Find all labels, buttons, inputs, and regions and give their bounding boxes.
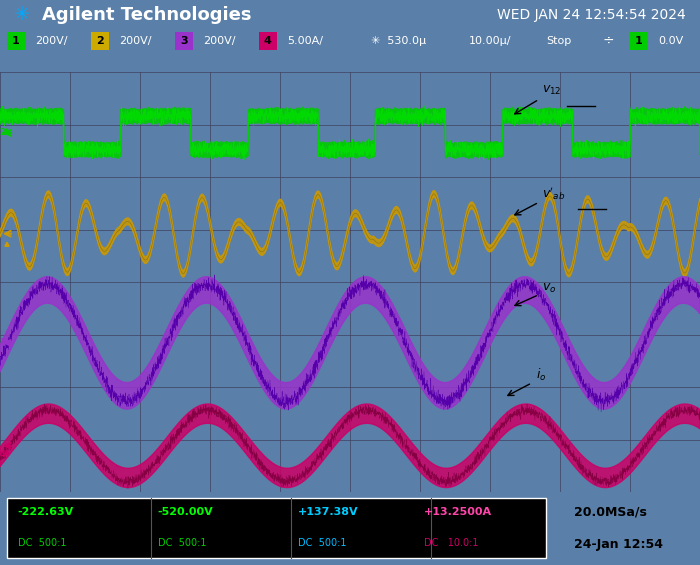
FancyBboxPatch shape [91,32,108,50]
FancyArrow shape [5,242,9,246]
Text: ✳  530.0µ: ✳ 530.0µ [371,36,426,46]
Text: Agilent Technologies: Agilent Technologies [42,6,251,24]
FancyBboxPatch shape [630,32,648,50]
Text: ✳: ✳ [14,6,30,24]
Text: 20.0MSa/s: 20.0MSa/s [574,506,647,519]
Text: Stop: Stop [546,36,571,46]
Text: 24-Jan 12:54: 24-Jan 12:54 [574,538,663,551]
Text: 200V/: 200V/ [35,36,67,46]
FancyBboxPatch shape [259,32,276,50]
FancyBboxPatch shape [7,32,24,50]
FancyArrow shape [5,129,9,133]
FancyBboxPatch shape [7,498,546,558]
Text: 3: 3 [180,36,188,46]
Text: 5.00A/: 5.00A/ [287,36,323,46]
Text: 200V/: 200V/ [119,36,151,46]
Text: $v_o$: $v_o$ [542,281,557,294]
FancyArrow shape [5,450,9,454]
Text: -222.63V: -222.63V [18,507,74,518]
Text: 4: 4 [264,36,272,46]
Text: 4: 4 [0,450,5,459]
Text: $v_{12}$: $v_{12}$ [542,84,562,97]
Text: ÷: ÷ [602,34,614,48]
Text: DC   10.0:1: DC 10.0:1 [424,538,478,548]
FancyBboxPatch shape [175,32,192,50]
Text: WED JAN 24 12:54:54 2024: WED JAN 24 12:54:54 2024 [497,8,686,22]
Text: +137.38V: +137.38V [298,507,358,518]
Text: 2: 2 [0,128,5,137]
Text: 2: 2 [96,36,104,46]
Text: $v'_{ab}$: $v'_{ab}$ [542,185,566,202]
Text: DC  500:1: DC 500:1 [18,538,66,548]
Text: +13.2500A: +13.2500A [424,507,491,518]
Text: 1: 1 [12,36,20,46]
Text: 1: 1 [635,36,643,46]
FancyArrow shape [5,338,9,343]
Text: -520.00V: -520.00V [158,507,214,518]
Text: 3: 3 [0,338,5,347]
Text: DC  500:1: DC 500:1 [158,538,206,548]
Text: DC  500:1: DC 500:1 [298,538,346,548]
Text: 0.0V: 0.0V [658,36,683,46]
Text: $i_o$: $i_o$ [536,367,546,383]
Text: 200V/: 200V/ [203,36,235,46]
Text: 10.00µ/: 10.00µ/ [469,36,512,46]
